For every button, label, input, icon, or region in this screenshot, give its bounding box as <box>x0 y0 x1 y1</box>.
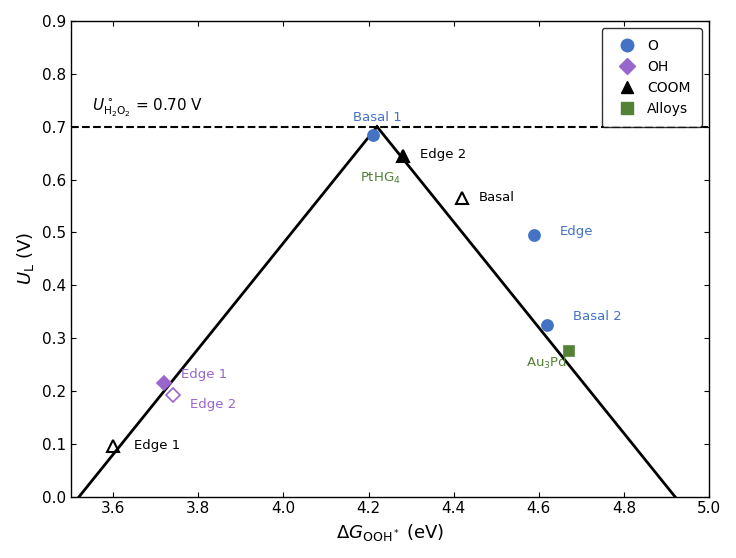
Legend: O, OH, COOM, Alloys: O, OH, COOM, Alloys <box>601 28 702 127</box>
Text: $U^\circ_{\rm H_2O_2}$ = 0.70 V: $U^\circ_{\rm H_2O_2}$ = 0.70 V <box>92 97 203 119</box>
Text: Basal 1: Basal 1 <box>353 112 401 124</box>
Text: Basal 2: Basal 2 <box>573 310 621 323</box>
Y-axis label: $U_\mathrm{L}$ (V): $U_\mathrm{L}$ (V) <box>15 232 36 285</box>
Text: Edge: Edge <box>560 225 593 238</box>
Text: PtHG$_4$: PtHG$_4$ <box>360 171 401 186</box>
Text: Edge 1: Edge 1 <box>135 439 181 452</box>
Text: Edge 2: Edge 2 <box>420 148 466 161</box>
X-axis label: $\Delta G_{\rm OOH^*}$ (eV): $\Delta G_{\rm OOH^*}$ (eV) <box>336 522 444 543</box>
Text: Basal: Basal <box>479 191 515 204</box>
Text: Au$_3$Pd: Au$_3$Pd <box>526 355 567 371</box>
Text: Edge 1: Edge 1 <box>181 368 227 381</box>
Text: Edge 2: Edge 2 <box>190 398 236 411</box>
